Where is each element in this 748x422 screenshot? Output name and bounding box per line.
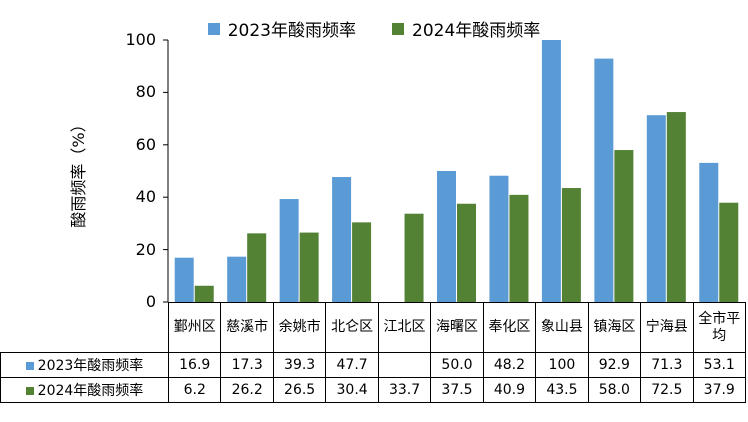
series-name: 2024年酸雨频率 [37, 383, 144, 399]
bar-2023-10 [699, 162, 719, 302]
data-label: 40.9 [482, 377, 537, 403]
data-label: 72.5 [640, 377, 694, 403]
bar-2023-0 [174, 257, 194, 302]
bar-2023-1 [227, 256, 247, 302]
legend-label-2023: 2023年酸雨频率 [227, 21, 356, 41]
bar-2023-5 [437, 171, 456, 302]
data-label: 6.2 [167, 377, 222, 403]
bar-2023-6 [489, 175, 509, 302]
legend-item-2023: 2023年酸雨频率 [207, 16, 356, 41]
data-label: 43.5 [535, 377, 589, 403]
legend-key-icon [25, 362, 34, 370]
y-tick-label: 100 [125, 30, 156, 49]
y-axis-label: 酸雨频率（%） [69, 116, 88, 228]
bar-2023-7 [541, 40, 561, 302]
data-label: 92.9 [587, 352, 642, 378]
bar-2024-4 [404, 213, 424, 302]
data-label: 53.1 [692, 352, 746, 378]
legend-label-2024: 2024年酸雨频率 [412, 21, 541, 41]
y-tick-label: 20 [135, 239, 156, 259]
data-label: 100 [535, 352, 589, 378]
data-label: 30.4 [325, 377, 379, 403]
data-label: 50.0 [430, 352, 484, 378]
category-label: 慈溪市 [220, 302, 274, 353]
bar-2024-1 [247, 233, 267, 302]
category-label: 镇海区 [587, 302, 642, 353]
category-label: 北仑区 [325, 302, 379, 353]
legend-swatch-2024 [392, 22, 404, 35]
bar-2023-8 [594, 58, 614, 302]
data-label: 37.9 [692, 377, 746, 403]
bar-2024-0 [194, 285, 214, 302]
bar-2024-3 [352, 222, 372, 302]
bar-2024-9 [666, 112, 686, 302]
data-label: 71.3 [640, 352, 694, 378]
data-label: 39.3 [272, 352, 327, 378]
bar-2024-5 [457, 203, 476, 302]
bar-2023-2 [279, 199, 299, 302]
bar-2024-8 [614, 150, 634, 302]
data-label: 48.2 [482, 352, 537, 378]
data-label: 47.7 [325, 352, 379, 378]
category-label: 鄞州区 [167, 302, 222, 353]
category-label: 江北区 [377, 302, 432, 353]
legend: 2023年酸雨频率 2024年酸雨频率 [0, 16, 748, 41]
data-label: 16.9 [167, 352, 222, 378]
data-label: 37.5 [430, 377, 484, 403]
data-label: 26.5 [272, 377, 327, 403]
y-tick-label: 80 [135, 82, 156, 102]
table-row-header: 2024年酸雨频率 [0, 377, 169, 403]
data-label: 26.2 [220, 377, 274, 403]
table-category-row: 鄞州区 慈溪市 余姚市 北仑区 江北区 海曙区 奉化区 象山县 镇海区 宁海县 全市平均 [0, 302, 746, 353]
bar-2024-2 [299, 232, 319, 302]
series-name: 2023年酸雨频率 [37, 358, 144, 374]
bar-2024-10 [719, 202, 739, 302]
legend-swatch-2023 [207, 22, 220, 35]
bar-2024-7 [561, 188, 581, 302]
bar-2023-3 [332, 177, 352, 302]
category-label: 余姚市 [272, 302, 327, 353]
category-label: 象山县 [535, 302, 589, 353]
data-label: 58.0 [587, 377, 642, 403]
legend-key-icon [25, 387, 34, 395]
y-tick-label: 40 [135, 187, 156, 207]
legend-item-2024: 2024年酸雨频率 [392, 16, 540, 41]
data-label: 33.7 [377, 377, 432, 403]
data-label: 17.3 [220, 352, 274, 378]
category-label: 海曙区 [430, 302, 484, 353]
category-label: 宁海县 [640, 302, 694, 353]
y-tick-label: 60 [135, 134, 156, 154]
y-tick-label: 0 [145, 292, 156, 311]
category-label: 全市平均 [692, 302, 746, 353]
table-row-header: 2023年酸雨频率 [0, 352, 169, 378]
data-label [377, 352, 432, 378]
table-row: 2024年酸雨频率 6.2 26.2 26.5 30.4 33.7 37.5 40.9 43.5… [0, 377, 746, 403]
bar-2023-9 [646, 115, 666, 302]
bar-2024-6 [509, 194, 529, 302]
category-label: 奉化区 [482, 302, 537, 353]
table-corner [0, 302, 169, 353]
data-table: 鄞州区 慈溪市 余姚市 北仑区 江北区 海曙区 奉化区 象山县 镇海区 宁海县 全市平均 2023年酸… [0, 302, 746, 403]
table-row: 2023年酸雨频率 16.9 17.3 39.3 47.7 50.0 48.2 100 92.9… [0, 352, 746, 378]
